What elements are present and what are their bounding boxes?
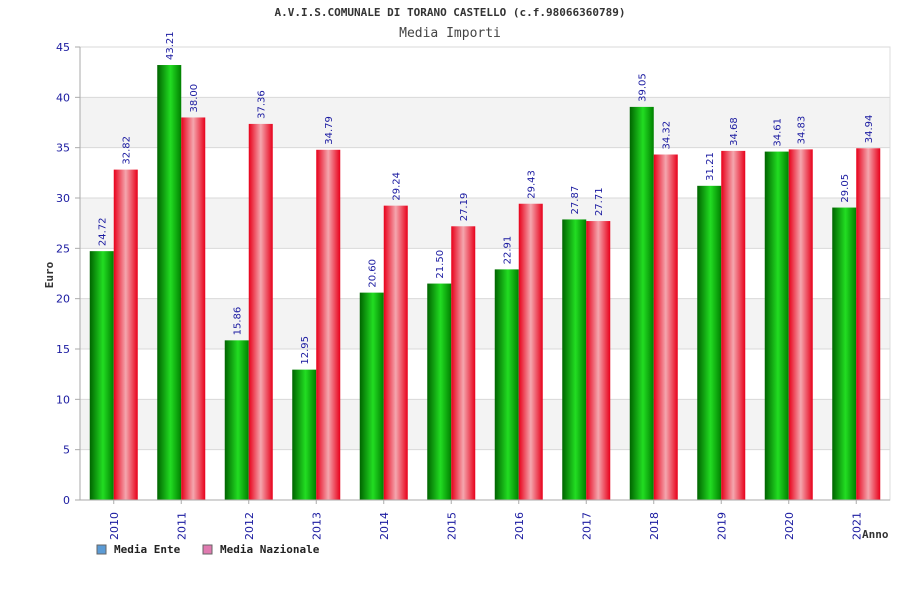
y-tick-label: 5 [63,444,70,457]
plot-band [80,248,890,299]
bar-media-ente [832,207,857,500]
y-tick-label: 20 [56,293,70,306]
y-tick-label: 40 [56,91,70,104]
bar-media-ente [764,151,789,501]
bar-media-nazionale [653,154,678,500]
bar-media-nazionale [586,221,611,500]
value-label-media-nazionale: 34.83 [797,116,808,145]
bar-media-ente [359,292,384,500]
bar-media-nazionale [383,205,408,500]
x-tick-label: 2020 [783,512,796,540]
value-label-media-ente: 21.50 [435,250,446,279]
value-label-media-ente: 43.21 [165,31,176,60]
y-tick-label: 35 [56,142,70,155]
bar-media-nazionale [248,123,273,500]
y-tick-label: 10 [56,393,70,406]
y-axis-ticks: 0 5 10 15 20 25 30 35 40 45 [56,41,80,507]
bar-media-nazionale [181,117,206,500]
bar-media-nazionale [113,169,138,500]
x-tick-label: 2019 [715,512,728,540]
value-label-media-ente: 15.86 [233,307,244,336]
x-tick-label: 2021 [850,512,863,540]
bar-media-ente [427,283,452,500]
y-tick-label: 45 [56,41,70,54]
value-label-media-nazionale: 38.00 [189,84,200,113]
bar-media-ente [629,106,654,500]
bar-media-nazionale [721,150,746,500]
value-label-media-ente: 27.87 [570,186,581,215]
value-label-media-ente: 20.60 [368,259,379,288]
value-label-media-nazionale: 37.36 [257,90,268,119]
bar-media-ente [697,185,722,500]
bar-media-nazionale [316,149,341,500]
value-label-media-ente: 39.05 [638,73,649,102]
legend-label-media-nazionale: Media Nazionale [220,543,320,556]
y-tick-label: 0 [63,494,70,507]
bar-media-nazionale [518,203,543,500]
x-tick-label: 2011 [175,512,188,540]
legend-swatch-media-nazionale [202,544,213,555]
bar-media-ente [224,340,249,500]
plot-background [79,46,891,501]
value-label-media-nazionale: 34.68 [729,117,740,146]
bar-media-nazionale [856,148,881,500]
bar-media-ente [562,219,587,500]
x-tick-label: 2014 [378,512,391,540]
plot-band [80,349,890,400]
x-axis-ticks: 2010 2011 2012 2013 2014 2015 2016 2017 2018 2019… [108,500,863,540]
plot-band [80,198,890,249]
bar-media-ente [89,251,114,500]
plot-band [80,449,890,500]
value-label-media-nazionale: 29.43 [527,170,538,199]
plot-band [80,97,890,148]
value-label-media-ente: 29.05 [840,174,851,203]
value-label-media-ente: 12.95 [300,336,311,365]
bar-media-nazionale [451,226,476,500]
x-axis-label: Anno [862,528,889,541]
x-tick-label: 2015 [445,512,458,540]
value-label-media-nazionale: 34.79 [324,116,335,145]
y-tick-label: 25 [56,242,70,255]
x-tick-label: 2018 [648,512,661,540]
value-label-media-ente: 31.21 [705,152,716,181]
x-tick-label: 2012 [243,512,256,540]
plot-band [80,298,890,349]
y-tick-label: 30 [56,192,70,205]
legend: Media Ente Media Nazionale [96,543,320,556]
value-label-media-nazionale: 29.24 [392,172,403,201]
y-tick-label: 15 [56,343,70,356]
value-label-media-ente: 24.72 [98,218,109,247]
bar-media-ente [494,269,519,500]
bars [89,65,881,501]
value-label-media-nazionale: 27.19 [459,193,470,222]
plot-band [80,399,890,450]
value-label-media-nazionale: 32.82 [122,136,133,165]
value-label-media-ente: 34.61 [773,118,784,147]
plot-band [80,47,890,98]
bar-media-ente [157,65,182,500]
bar-media-ente [292,369,317,500]
x-tick-label: 2017 [580,512,593,540]
bar-media-nazionale [788,149,813,501]
value-label-media-nazionale: 34.94 [864,115,875,144]
legend-item-media-ente: Media Ente [96,543,181,556]
chart-subtitle: Media Importi [399,26,501,41]
plot-band [80,147,890,198]
value-label-media-ente: 22.91 [503,236,514,265]
chart-title: A.V.I.S.COMUNALE DI TORANO CASTELLO (c.f… [275,6,626,19]
legend-label-media-ente: Media Ente [114,543,181,556]
x-tick-label: 2016 [513,512,526,540]
x-tick-label: 2010 [108,512,121,540]
value-label-media-nazionale: 34.32 [662,121,673,150]
value-labels: 24.72 32.82 43.21 38.00 15.86 37.36 12.95 34.79… [98,31,876,364]
y-axis-label: Euro [43,261,56,288]
legend-swatch-media-ente [96,544,107,555]
x-tick-label: 2013 [310,512,323,540]
legend-item-media-nazionale: Media Nazionale [202,543,320,556]
value-label-media-nazionale: 27.71 [594,187,605,216]
